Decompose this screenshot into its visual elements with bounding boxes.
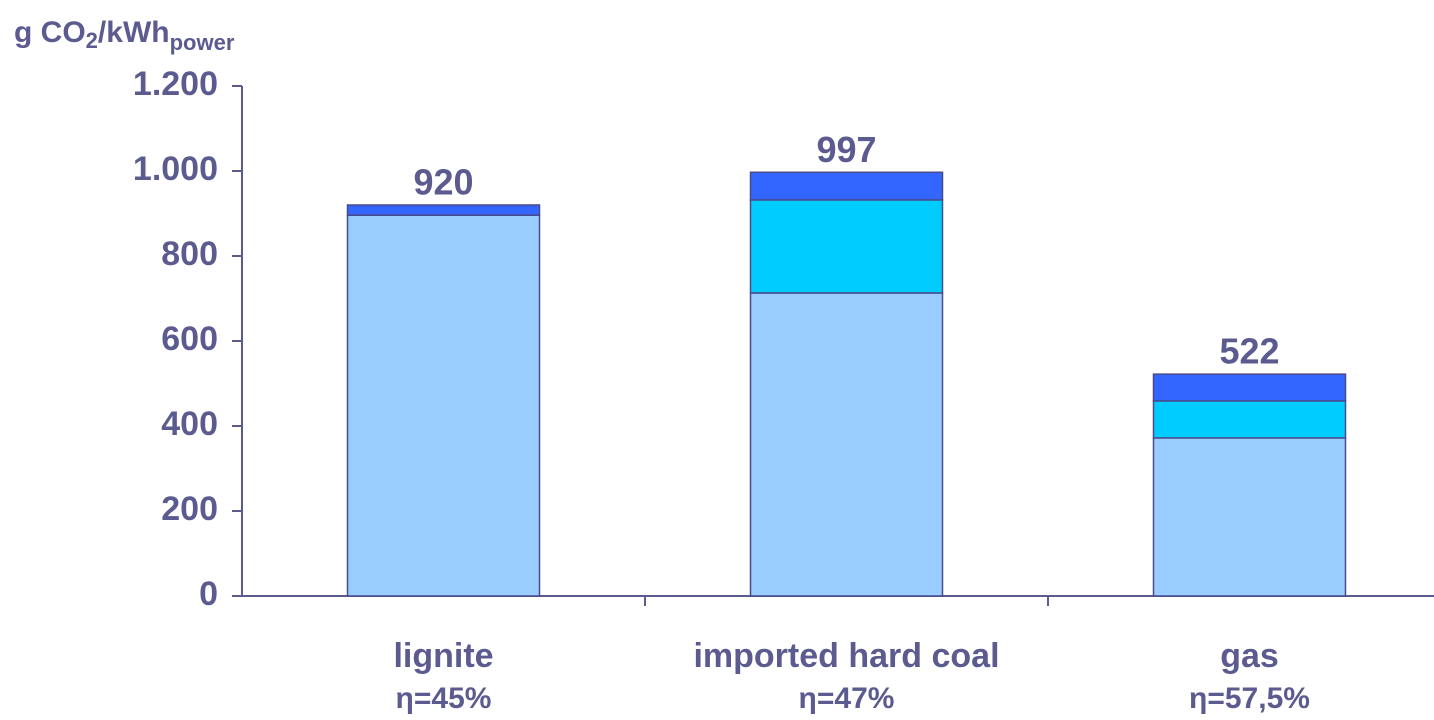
- total-label: 997: [816, 129, 876, 170]
- bar-segment: [1152, 400, 1347, 439]
- bar-segment: [749, 199, 944, 294]
- y-tick-label: 600: [161, 320, 218, 358]
- bar-segment: [1152, 373, 1347, 402]
- y-tick-label: 1.000: [133, 150, 218, 188]
- x-tick-label: imported hard coal: [693, 637, 999, 675]
- y-tick-label: 0: [199, 575, 218, 613]
- efficiency-label: η=57,5%: [1189, 682, 1310, 715]
- bar-segment: [749, 171, 944, 201]
- y-tick-label: 1.200: [133, 65, 218, 103]
- y-tick-label: 400: [161, 405, 218, 443]
- bar-segment: [1152, 437, 1347, 597]
- efficiency-label: η=45%: [396, 682, 492, 715]
- y-tick-label: 800: [161, 235, 218, 273]
- y-axis-label: g CO2/kWhpower: [14, 16, 235, 55]
- total-label: 522: [1219, 331, 1279, 372]
- efficiency-label: η=47%: [799, 682, 895, 715]
- x-tick-label: gas: [1220, 637, 1279, 675]
- y-tick-label: 200: [161, 490, 218, 528]
- bar-segment: [749, 292, 944, 597]
- total-label: 920: [413, 162, 473, 203]
- bar-segment: [346, 204, 541, 216]
- x-tick-label: lignite: [393, 637, 493, 675]
- bar-segment: [346, 214, 541, 597]
